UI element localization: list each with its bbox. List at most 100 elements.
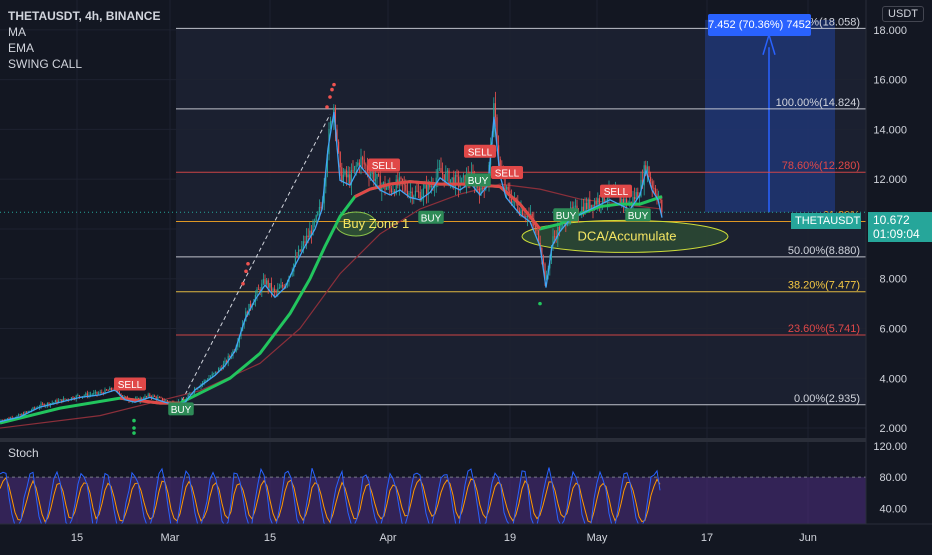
- stoch-label[interactable]: Stoch: [8, 446, 39, 460]
- signal-label: SELL: [495, 168, 520, 179]
- x-tick-label: Mar: [161, 532, 180, 544]
- candle-body: [373, 172, 375, 182]
- indicator-ema[interactable]: EMA: [8, 41, 35, 55]
- candle-body: [6, 418, 8, 420]
- signal-sell: [368, 158, 400, 172]
- candle-body: [336, 129, 338, 142]
- signal-sell: [114, 377, 146, 391]
- time-axis: [0, 524, 932, 550]
- candle-body: [296, 256, 298, 258]
- annotation-label: Buy Zone 1: [343, 216, 410, 231]
- candle-body: [88, 394, 90, 397]
- candle-body: [278, 287, 280, 289]
- candle-body: [8, 418, 10, 420]
- indicator-ma[interactable]: MA: [8, 25, 26, 39]
- signal-label: SELL: [468, 147, 493, 158]
- candle-body: [506, 186, 508, 190]
- candle-body: [237, 342, 239, 348]
- fib-label: 100.00%(14.824): [776, 97, 860, 109]
- candle-body: [120, 394, 122, 396]
- candle-body: [155, 396, 157, 400]
- candle-body: [266, 280, 268, 285]
- candle-body: [635, 192, 637, 200]
- candle-body: [526, 214, 528, 218]
- countdown: 01:09:04: [873, 227, 920, 241]
- candle-body: [306, 235, 308, 244]
- pane-separator: [0, 438, 932, 442]
- candle-body: [349, 174, 351, 185]
- candle-body: [632, 197, 634, 206]
- candle-body: [302, 241, 304, 247]
- candle-body: [75, 395, 77, 399]
- candle-body: [512, 200, 514, 204]
- candle-body: [558, 226, 560, 231]
- candle-body: [83, 395, 85, 397]
- candle-body: [224, 360, 226, 364]
- candle-body: [67, 399, 69, 400]
- candle-body: [405, 184, 407, 191]
- candle-body: [34, 407, 36, 409]
- candle-body: [462, 175, 464, 178]
- candle-body: [504, 177, 506, 190]
- candle-body: [218, 368, 220, 373]
- candle-body: [96, 391, 98, 394]
- dca-ellipse: [521, 219, 729, 253]
- candle-body: [427, 183, 429, 195]
- fib-label: 23.60%(5.741): [788, 323, 860, 335]
- candle-body: [424, 185, 426, 189]
- candle-body: [390, 188, 392, 193]
- candle-body: [10, 417, 12, 420]
- x-tick-label: 17: [701, 532, 713, 544]
- candle-body: [389, 184, 391, 189]
- currency-button[interactable]: USDT: [882, 6, 924, 22]
- candle-body: [294, 256, 296, 264]
- indicator-swing-call[interactable]: SWING CALL: [8, 57, 83, 71]
- candle-body: [122, 395, 124, 397]
- candle-body: [46, 402, 48, 406]
- last-price: 10.672: [873, 213, 910, 227]
- candle-body: [446, 170, 448, 173]
- candle-body: [450, 179, 452, 185]
- candle-body: [661, 200, 663, 213]
- candle-body: [94, 391, 96, 393]
- candle-body: [0, 420, 2, 422]
- candle-body: [149, 394, 151, 397]
- candle-body: [32, 407, 34, 411]
- candle-body: [110, 387, 112, 390]
- swing-dot-sell: [246, 261, 250, 266]
- candle-body: [586, 203, 588, 209]
- y-tick-label: 14.000: [873, 124, 907, 136]
- swing-dot-sell: [241, 281, 245, 286]
- annotation-label: DCA/Accumulate: [578, 228, 677, 243]
- candle-body: [325, 172, 327, 187]
- candle-body: [101, 392, 103, 393]
- candle-body: [648, 166, 650, 178]
- candle-body: [283, 286, 285, 288]
- candle-body: [434, 186, 436, 188]
- candle-body: [154, 395, 156, 397]
- candle-body: [597, 198, 599, 205]
- candle-body: [456, 174, 458, 177]
- candle-body: [459, 185, 461, 188]
- candle-body: [368, 171, 370, 177]
- candle-body: [118, 391, 120, 395]
- candle-body: [606, 198, 608, 202]
- signal-buy: [168, 402, 194, 416]
- candle-body: [18, 414, 20, 416]
- symbol-tag: THETAUSDT: [791, 213, 861, 229]
- candle-body: [310, 230, 312, 236]
- fib-label: 0.00%(2.935): [794, 393, 860, 405]
- candle-body: [347, 174, 349, 178]
- signal-buy: [418, 210, 444, 224]
- candle-body: [574, 205, 576, 207]
- candle-body: [99, 392, 101, 394]
- candle-body: [554, 236, 556, 238]
- candle-body: [499, 159, 501, 169]
- x-tick-label: 15: [71, 532, 83, 544]
- swing-dot-sell: [328, 95, 332, 99]
- chart-legend: THETAUSDT, 4h, BINANCE MA EMA SWING CALL: [8, 8, 160, 72]
- candle-body: [141, 398, 143, 400]
- candle-body: [480, 182, 482, 196]
